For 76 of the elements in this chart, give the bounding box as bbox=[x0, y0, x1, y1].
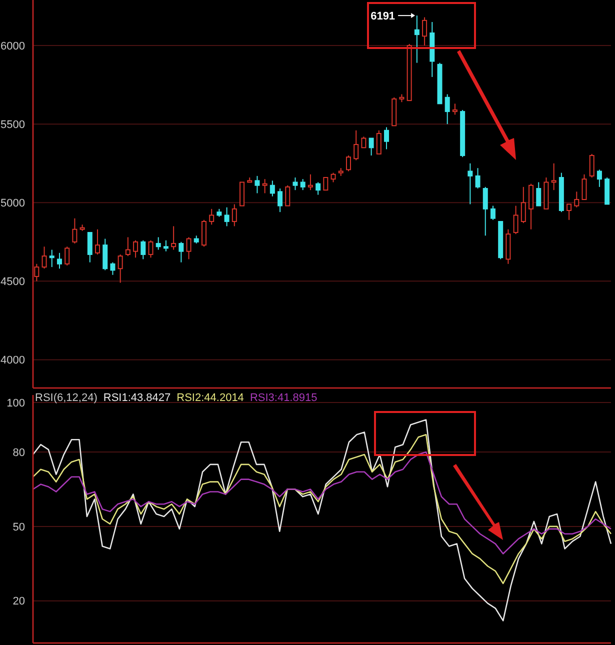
candlestick bbox=[156, 236, 161, 250]
candlestick bbox=[308, 174, 313, 191]
candlestick bbox=[490, 205, 496, 220]
y-tick-label: 20 bbox=[12, 596, 25, 608]
candlestick bbox=[536, 182, 542, 206]
y-tick-label: 4500 bbox=[0, 276, 25, 288]
candlestick bbox=[292, 177, 298, 191]
candlestick bbox=[444, 94, 450, 125]
candlestick bbox=[240, 182, 245, 206]
candlestick bbox=[361, 136, 366, 148]
candlestick bbox=[278, 188, 283, 213]
text: RSI3:41.8915 bbox=[250, 392, 318, 404]
text: RSI1:43.8427 bbox=[103, 392, 171, 404]
line-series bbox=[32, 434, 612, 584]
line-series bbox=[32, 419, 612, 622]
candlestick bbox=[566, 204, 572, 220]
candlestick bbox=[56, 252, 62, 270]
y-tick-label: 50 bbox=[12, 521, 25, 534]
candlestick bbox=[270, 180, 275, 197]
candlestick bbox=[422, 16, 428, 46]
y-tick-label: 6000 bbox=[0, 40, 25, 52]
candlestick bbox=[42, 246, 47, 270]
candlestick bbox=[201, 219, 206, 248]
candlestick bbox=[468, 162, 473, 205]
candlestick bbox=[574, 191, 580, 208]
candlestick bbox=[354, 130, 359, 161]
candlestick bbox=[452, 103, 458, 116]
candlestick bbox=[148, 240, 154, 258]
candlestick bbox=[330, 172, 336, 183]
candlestick bbox=[316, 182, 321, 196]
y-tick-label: 100 bbox=[6, 397, 25, 410]
candlestick bbox=[475, 168, 480, 189]
text: RSI2:44.2014 bbox=[176, 392, 244, 404]
candlestick bbox=[87, 232, 92, 263]
candlestick bbox=[384, 126, 390, 150]
candlestick bbox=[49, 249, 54, 268]
y-tick-label: 80 bbox=[12, 446, 25, 459]
candlestick bbox=[125, 236, 130, 257]
candlestick bbox=[163, 240, 168, 252]
candlestick bbox=[133, 240, 138, 258]
candlestick bbox=[118, 254, 123, 284]
candlestick bbox=[368, 138, 374, 156]
candlestick bbox=[34, 263, 40, 282]
candlestick bbox=[178, 241, 184, 263]
candlestick bbox=[582, 174, 587, 200]
chart-title: RSI(6,12,24) bbox=[35, 392, 98, 404]
candlestick bbox=[72, 218, 78, 244]
candlestick bbox=[232, 204, 237, 227]
candlestick bbox=[346, 155, 351, 172]
candlestick bbox=[528, 183, 534, 230]
candlestick bbox=[551, 162, 556, 191]
candlestick bbox=[520, 186, 526, 224]
candlestick bbox=[589, 153, 594, 178]
candlestick bbox=[376, 130, 382, 154]
candlestick bbox=[482, 186, 488, 236]
line-series bbox=[32, 451, 612, 554]
candlestick bbox=[209, 208, 214, 226]
y-tick-label: 4000 bbox=[0, 354, 25, 367]
candlestick bbox=[262, 178, 268, 194]
candlestick bbox=[224, 206, 230, 227]
candlestick bbox=[300, 178, 306, 191]
candlestick bbox=[171, 226, 176, 250]
candlestick bbox=[285, 184, 290, 206]
candlestick bbox=[64, 246, 70, 266]
candlestick bbox=[596, 169, 602, 188]
candlestick bbox=[140, 240, 146, 260]
candlestick bbox=[95, 228, 100, 255]
candlestick bbox=[102, 238, 108, 271]
candlestick bbox=[186, 236, 192, 260]
annotation: 6191 bbox=[370, 10, 396, 23]
candlestick bbox=[323, 177, 328, 191]
candlestick bbox=[110, 262, 116, 276]
y-tick-label: 5000 bbox=[0, 198, 25, 210]
candlestick bbox=[254, 175, 260, 194]
y-tick-label: 5500 bbox=[0, 119, 25, 131]
candlestick bbox=[513, 205, 518, 235]
